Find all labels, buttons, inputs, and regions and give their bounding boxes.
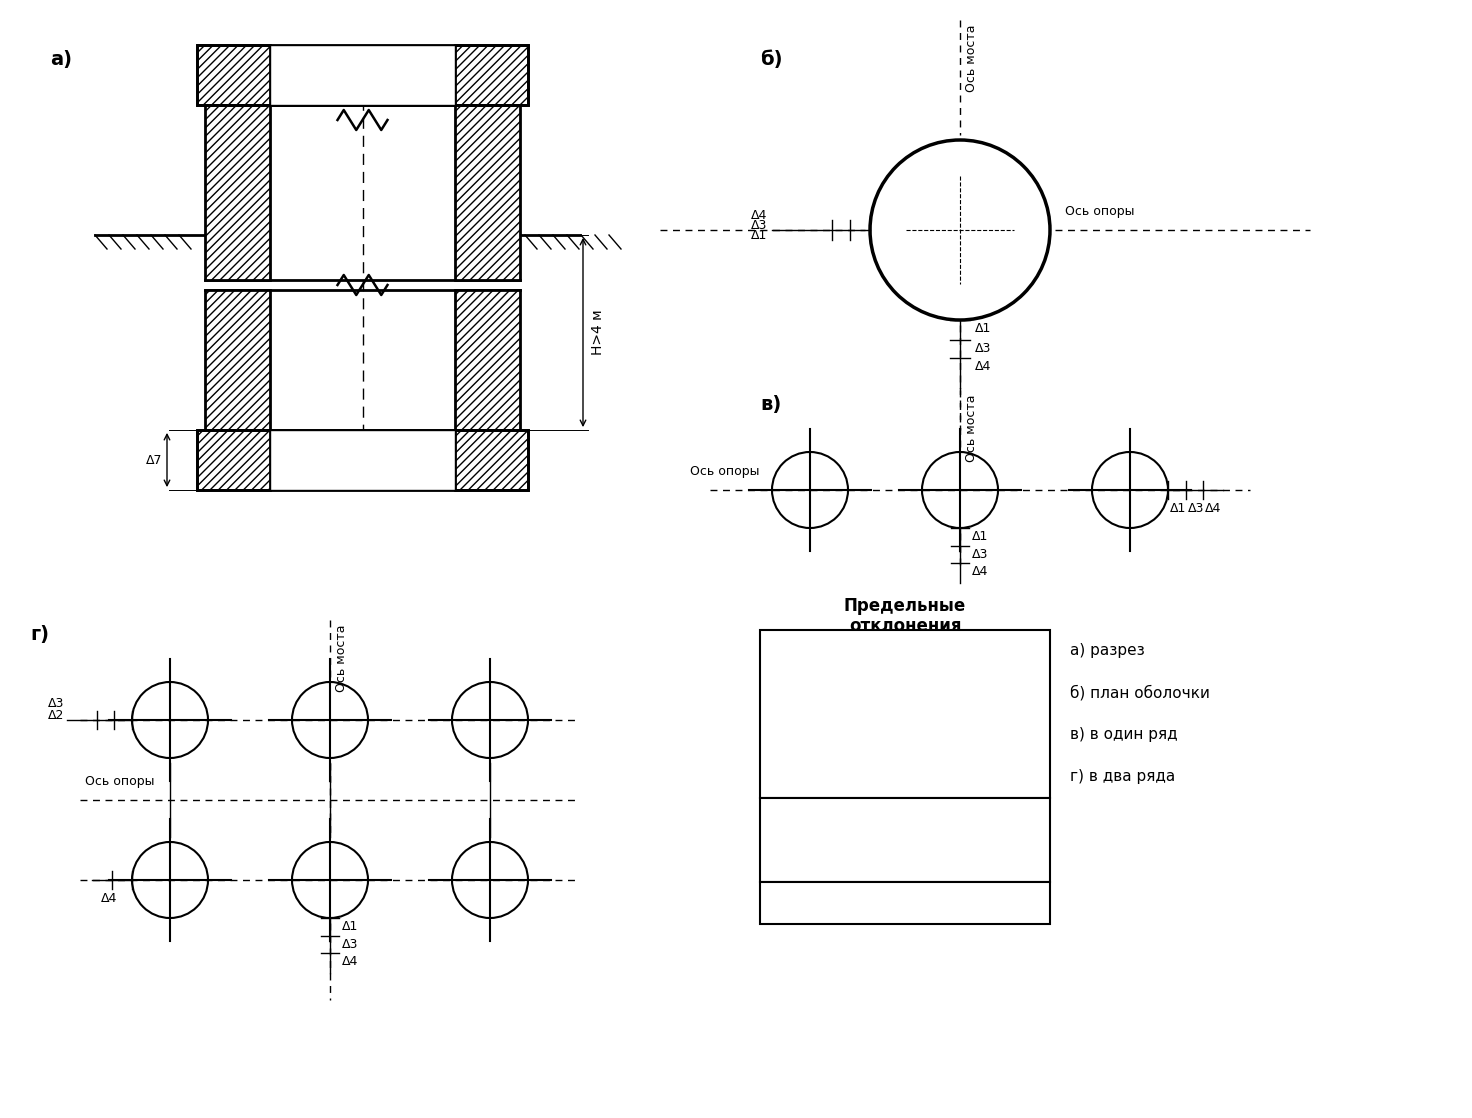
Bar	[455, 45, 528, 105]
Text: Ось моста: Ось моста	[336, 625, 347, 692]
Bar	[197, 45, 528, 105]
Text: Δ2: Δ2	[47, 709, 63, 722]
Text: Δ1: Δ1	[1170, 502, 1186, 515]
Bar	[760, 631, 1050, 798]
Text: б) план оболочки: б) план оболочки	[1070, 685, 1210, 701]
Text: Δ4: Δ4	[1206, 502, 1222, 515]
Bar	[455, 290, 520, 430]
Text: Δ3: Δ3	[974, 342, 991, 356]
Text: Δ4: Δ4	[972, 565, 988, 578]
Text: Δ7 = 250 мм: Δ7 = 250 мм	[771, 896, 871, 910]
Text: Предельные: Предельные	[843, 597, 966, 615]
Text: отклонения: отклонения	[849, 617, 961, 635]
Bar	[205, 105, 269, 280]
Bar	[269, 430, 455, 490]
Text: в): в)	[760, 395, 782, 414]
Text: Δ4: Δ4	[100, 892, 118, 904]
Text: Ось опоры: Ось опоры	[85, 775, 155, 788]
Text: в) в один ряд: в) в один ряд	[1070, 728, 1178, 742]
Text: Δ4 = 0,03Н: Δ4 = 0,03Н	[771, 769, 860, 785]
Text: Ось опоры: Ось опоры	[1066, 205, 1135, 218]
Text: Ось моста: Ось моста	[966, 25, 977, 93]
Text: Δ1: Δ1	[974, 322, 991, 335]
Bar	[269, 45, 455, 105]
Text: а): а)	[50, 50, 72, 69]
Text: Δ5 = 25 мм: Δ5 = 25 мм	[771, 812, 861, 826]
Bar	[197, 430, 269, 490]
Text: г): г)	[29, 625, 49, 644]
Text: Δ3: Δ3	[751, 219, 767, 233]
Text: Δ3: Δ3	[1188, 502, 1204, 515]
Bar	[197, 430, 528, 490]
Bar	[455, 105, 520, 280]
Text: Δ1: Δ1	[342, 920, 358, 934]
Text: Ось опоры: Ось опоры	[690, 465, 760, 479]
Text: Δ3: Δ3	[47, 697, 63, 710]
Text: Δ3: Δ3	[972, 548, 988, 561]
Text: Δ3 = 50 мм: Δ3 = 50 мм	[771, 728, 861, 742]
Text: Δ3: Δ3	[342, 938, 358, 951]
Text: б): б)	[760, 50, 783, 69]
Text: г) в два ряда: г) в два ряда	[1070, 769, 1175, 785]
Text: Δ4: Δ4	[974, 360, 991, 373]
Bar	[455, 430, 528, 490]
Text: Δ4: Δ4	[342, 955, 358, 968]
Bar	[760, 882, 1050, 923]
Text: а) разрез: а) разрез	[1070, 644, 1145, 659]
Text: Ось моста: Ось моста	[966, 395, 977, 463]
Text: Δ2 = 0,15d: Δ2 = 0,15d	[771, 685, 858, 701]
Text: Δ4: Δ4	[751, 209, 767, 222]
Text: Δ1: Δ1	[751, 229, 767, 241]
Text: Δ7: Δ7	[146, 454, 162, 466]
Bar	[760, 798, 1050, 882]
Bar	[205, 290, 269, 430]
Text: Н>4 м: Н>4 м	[590, 310, 605, 356]
Text: Δ1 = 0,1d: Δ1 = 0,1d	[771, 644, 848, 659]
Text: Δ6 = 0,015Н: Δ6 = 0,015Н	[771, 853, 870, 869]
Text: Δ1: Δ1	[972, 530, 988, 543]
Bar	[197, 45, 269, 105]
